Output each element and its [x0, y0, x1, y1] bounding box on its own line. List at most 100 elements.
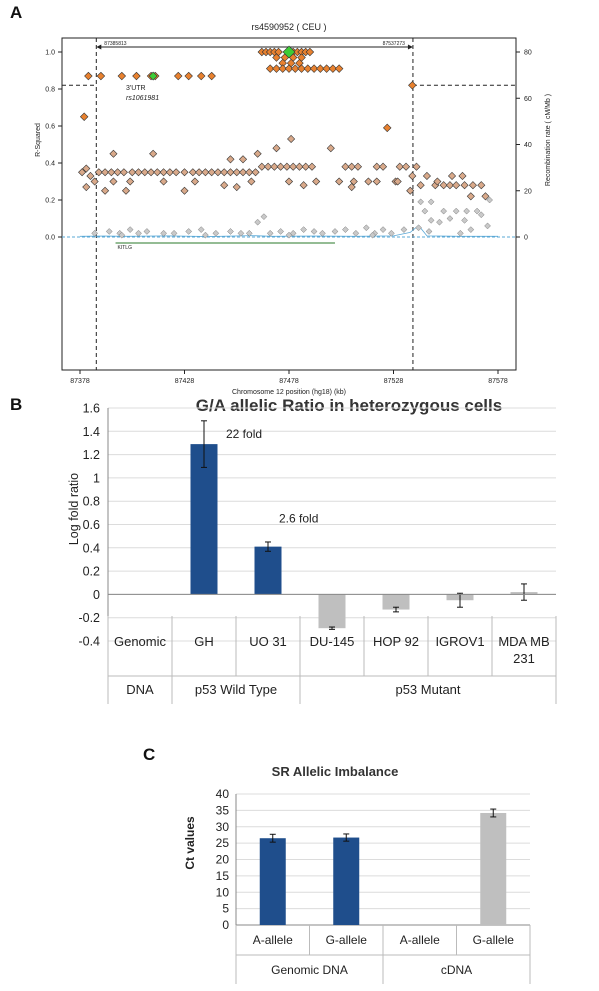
panel-a-snp-point-low-ld	[212, 229, 220, 237]
panel-a-snp-point-mid-ld	[416, 181, 425, 190]
panel-a-snp-point-high-ld	[303, 64, 313, 73]
panel-a-snp-point-mid-ld	[201, 168, 210, 177]
panel-letter-b: B	[10, 395, 22, 414]
panel-a-snp-point-low-ld	[202, 231, 209, 239]
panel-a-snp-point-mid-ld	[353, 162, 362, 171]
panel-a-snp-points	[78, 45, 493, 239]
panel-a-snp-point-high-ld	[117, 71, 127, 81]
panel-a-snp-point-mid-ld	[140, 168, 149, 177]
panel-a-snp-point-mid-ld	[307, 162, 317, 171]
panel-a-snp-point-mid-ld	[393, 177, 402, 186]
panel-a-snp-point-mid-ld	[149, 149, 158, 158]
panel-a-snp-point-high-ld	[184, 71, 193, 81]
panel-a-snp-point-mid-ld	[347, 162, 356, 171]
panel-a-snp-point-mid-ld	[326, 144, 335, 153]
panel-b-title: G/A allelic Ratio in heterozygous cells	[196, 396, 502, 415]
panel-a-snp-point-low-ld	[461, 216, 468, 224]
panel-a-snp-point-mid-ld	[165, 168, 174, 177]
panel-b-y-tick-label: 0.6	[83, 518, 100, 532]
panel-a-snp-point-mid-ld	[349, 177, 358, 186]
panel-b-annotation-2-6-fold: 2.6 fold	[279, 512, 318, 526]
panel-a-snp-point-mid-ld	[128, 168, 137, 177]
panel-c-y-tick-label: 15	[216, 869, 230, 883]
panel-a-y2-tick-label: 80	[524, 50, 532, 57]
panel-a-y-axis-label: R-Squared	[35, 123, 42, 157]
panel-a-snp-point-low-ld	[105, 228, 113, 235]
panel-b-y-tick-label: 1.6	[83, 402, 100, 416]
panel-a-snp-point-mid-ld	[270, 162, 279, 171]
panel-a-y2-tick-label: 0	[524, 235, 528, 242]
panel-a-snp-point-mid-ld	[379, 162, 388, 171]
panel-a-snp-point-low-ld	[227, 228, 234, 235]
panel-b-annotation-22-fold: 22 fold	[226, 427, 262, 441]
panel-a-snp-point-mid-ld	[295, 162, 304, 171]
panel-c-bars	[259, 808, 507, 925]
panel-c-group-label: cDNA	[441, 963, 472, 977]
panel-c-y-tick-label: 40	[216, 787, 230, 801]
panel-a-snp-point-high-ld	[272, 53, 281, 62]
panel-c-y-tick-label: 30	[216, 820, 230, 834]
panel-a-snp-point-low-ld	[342, 226, 349, 233]
panel-b-y-tick-label: 1.2	[83, 448, 100, 462]
panel-a-snp-point-mid-ld	[134, 168, 143, 177]
panel-b-group-label: p53 Mutant	[395, 682, 460, 697]
panel-b-y-axis-label: Log fold ratio	[67, 473, 81, 545]
panel-a-x-tick-label: 87378	[70, 378, 90, 385]
panel-a-x-tick-label: 87578	[488, 378, 508, 385]
panel-a-snp-point-high-ld	[207, 71, 216, 81]
panel-a-snp-point-high-ld	[196, 71, 206, 81]
panel-a-region-end-label: 87537273	[383, 41, 405, 47]
panel-a-snp-point-mid-ld	[284, 177, 294, 186]
panel-a-snp-point-low-ld	[425, 228, 433, 235]
panel-b-category-label: HOP 92	[373, 634, 419, 649]
panel-a-snp-point-mid-ld	[195, 168, 204, 177]
panel-c-title: SR Allelic Imbalance	[272, 764, 399, 779]
panel-c-category-label: G-allele	[326, 933, 368, 947]
panel-a-snp-point-mid-ld	[276, 162, 285, 171]
panel-a-snp-point-low-ld	[170, 229, 178, 237]
panel-a-y2-tick-label: 20	[524, 188, 532, 195]
panel-a-snp-point-low-ld	[143, 228, 151, 235]
panel-c-category-label: G-allele	[473, 933, 515, 947]
panel-a-snp-point-low-ld	[427, 216, 435, 224]
panel-a-snp-point-mid-ld	[439, 181, 448, 190]
panel-a-snp-point-mid-ld	[251, 168, 260, 177]
panel-a-snp-point-mid-ld	[287, 134, 296, 143]
panel-letter-c: C	[143, 745, 155, 764]
panel-a-snp-point-mid-ld	[232, 168, 241, 177]
panel-a-snp-point-low-ld	[486, 196, 493, 204]
panel-a-snp-point-high-ld	[305, 47, 315, 57]
panel-a-snp-point-low-ld	[277, 228, 284, 235]
panel-c-category-table: A-allele G-allele A-allele G-allele Genomic …	[235, 925, 531, 984]
panel-a-snp-point-low-ld	[427, 198, 435, 206]
panel-a-snp-point-mid-ld	[82, 164, 91, 173]
panel-a-snp-point-low-ld	[421, 207, 429, 215]
panel-a-snp-point-low-ld	[452, 207, 460, 215]
panel-c-bar-0	[259, 838, 286, 925]
panel-b-category-label: UO 31	[249, 634, 287, 649]
panel-a-snp-point-mid-ld	[220, 181, 229, 190]
panel-c-y-axis-label: Ct values	[183, 816, 197, 870]
panel-a-snp-point-high-ld	[316, 64, 325, 73]
panel-a-snp-point-mid-ld	[101, 168, 110, 177]
panel-a-snp-point-mid-ld	[190, 177, 199, 186]
panel-b-group-label: DNA	[126, 682, 154, 697]
panel-a-snp-point-mid-ld	[109, 149, 118, 158]
panel-a-snp-point-mid-ld	[395, 162, 404, 171]
panel-a-snp-point-low-ld	[260, 213, 268, 221]
panel-a-snp-point-mid-ld	[406, 186, 415, 195]
panel-a-snp-point-low-ld	[362, 224, 370, 232]
panel-a-y-tick-label: 0.4	[45, 161, 55, 168]
panel-a-y2-tick-label: 40	[524, 142, 532, 149]
panel-a-snp-point-mid-ld	[301, 162, 310, 171]
panel-a-snp-point-rs1061981	[148, 71, 158, 81]
panel-b-group-label: p53 Wild Type	[195, 682, 277, 697]
panel-a-snp-point-low-ld	[379, 226, 387, 233]
panel-a-y-tick-label: 0.6	[45, 124, 55, 131]
panel-a-gene-track: KITLG	[115, 242, 335, 251]
panel-a-snp-point-mid-ld	[372, 177, 381, 186]
panel-a-gene-label: KITLG	[118, 245, 133, 251]
panel-a-snp-point-mid-ld	[238, 168, 248, 177]
panel-c-category-label: A-allele	[400, 933, 440, 947]
